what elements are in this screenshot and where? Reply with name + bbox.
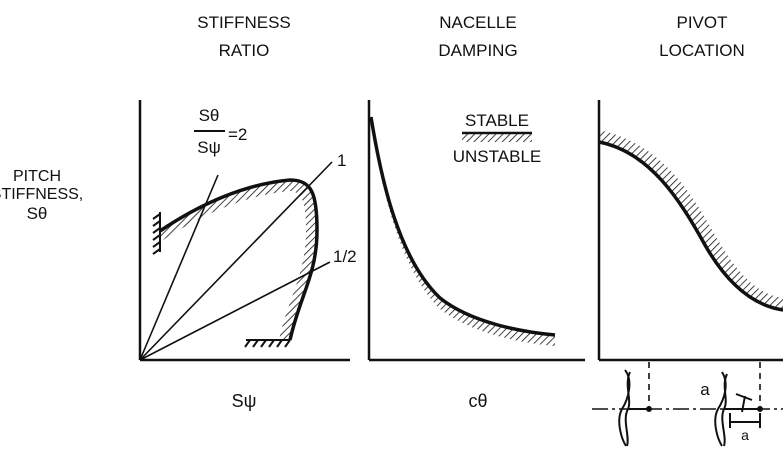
propeller-sketch-left: [618, 369, 652, 447]
pivot-location-panel: a a: [592, 100, 783, 447]
x-label-damping: cθ: [468, 391, 487, 411]
ratio-denominator: Sψ: [197, 138, 220, 157]
stiffness-boundary-curve: [159, 178, 319, 341]
title-stiffness-line1: STIFFNESS: [197, 13, 291, 32]
ray-label-1: 1: [337, 151, 346, 170]
pivot-boundary-curve: [598, 140, 783, 312]
sketch-dimension-label: a: [741, 427, 749, 443]
ratio-numerator: Sθ: [199, 106, 220, 125]
title-pivot-line1: PIVOT: [676, 13, 727, 32]
stiffness-hatch-band: [160, 180, 317, 340]
title-damping-line2: DAMPING: [438, 41, 517, 60]
legend-unstable: UNSTABLE: [453, 147, 542, 166]
ratio-line-2: [139, 174, 219, 361]
ratio-value: =2: [228, 125, 247, 144]
ratio-line-1: [139, 161, 333, 361]
legend-hatch: [462, 133, 532, 142]
y-label-symbol: Sθ: [27, 204, 48, 223]
legend-stable: STABLE: [465, 111, 529, 130]
pivot-dimension-label: a: [700, 380, 710, 399]
ratio-line-half: [139, 261, 331, 361]
title-stiffness-line2: RATIO: [219, 41, 270, 60]
damping-boundary-curve: [369, 116, 556, 337]
x-label-stiffness: Sψ: [232, 391, 257, 411]
ground-support-bottom: [244, 339, 291, 348]
title-damping-line1: NACELLE: [439, 13, 516, 32]
ray-label-half: 1/2: [333, 247, 357, 266]
y-label-line1: PITCH: [13, 168, 61, 185]
title-pivot-line2: LOCATION: [659, 41, 745, 60]
propeller-sketch-right: [714, 371, 763, 447]
y-label-line2: STIFFNESS,: [0, 186, 83, 203]
nacelle-damping-panel: STABLE UNSTABLE cθ: [367, 100, 585, 411]
wall-support-left: [152, 212, 161, 255]
stiffness-ratio-panel: Sθ Sψ =2 1 1/2 Sψ: [138, 100, 357, 411]
